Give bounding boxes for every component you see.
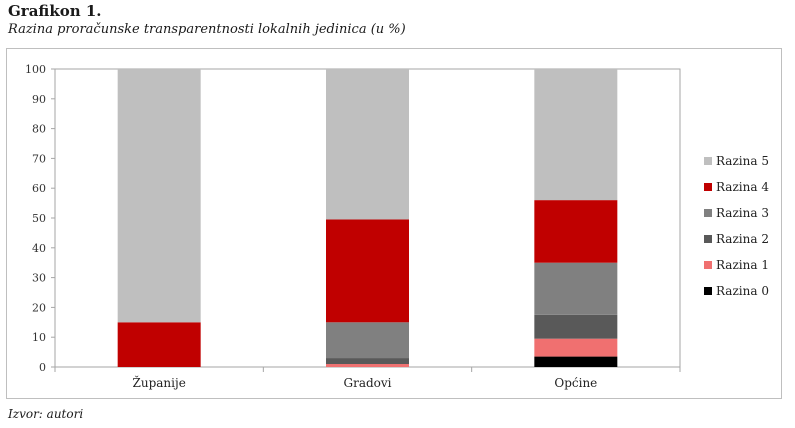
y-tick-label: 70 xyxy=(32,152,46,165)
bar-segment-razina-1 xyxy=(326,364,409,367)
chart-subtitle: Razina proračunske transparentnosti loka… xyxy=(8,22,406,37)
legend-swatch xyxy=(704,209,712,217)
bar-segment-razina-5 xyxy=(326,69,409,220)
legend-swatch xyxy=(704,235,712,243)
legend-swatch xyxy=(704,157,712,165)
y-tick-label: 10 xyxy=(32,331,46,344)
y-tick-label: 60 xyxy=(32,182,46,195)
legend-label: Razina 4 xyxy=(716,180,769,194)
bar-segment-razina-0 xyxy=(534,356,618,367)
chart-frame xyxy=(6,48,782,399)
bar-segment-razina-5 xyxy=(117,69,201,323)
legend-label: Razina 0 xyxy=(716,284,769,298)
legend-label: Razina 2 xyxy=(716,232,769,246)
bar-segment-razina-4 xyxy=(534,200,618,263)
y-tick-label: 100 xyxy=(25,63,46,76)
legend-label: Razina 5 xyxy=(716,154,769,168)
y-tick-label: 80 xyxy=(32,123,46,136)
bar-segment-razina-3 xyxy=(326,322,409,359)
category-labels: Županije Gradovi Općine xyxy=(133,375,598,390)
legend-label: Razina 1 xyxy=(716,258,769,272)
category-label: Županije xyxy=(133,375,186,390)
bar-segment-razina-4 xyxy=(117,322,201,367)
category-label: Gradovi xyxy=(344,376,392,390)
bar-segment-razina-5 xyxy=(534,69,618,201)
legend-label: Razina 3 xyxy=(716,206,769,220)
bar-segment-razina-3 xyxy=(534,262,618,315)
legend-swatch xyxy=(704,261,712,269)
y-tick-label: 40 xyxy=(32,242,46,255)
bar-segment-razina-2 xyxy=(326,358,409,365)
legend-swatch xyxy=(704,287,712,295)
category-label: Općine xyxy=(554,376,597,390)
source-note: Izvor: autori xyxy=(8,407,84,421)
y-tick-label: 30 xyxy=(32,272,46,285)
y-tick-label: 90 xyxy=(32,93,46,106)
bar-segment-razina-4 xyxy=(326,219,409,323)
bar-segment-razina-2 xyxy=(534,314,618,339)
y-tick-label: 0 xyxy=(39,361,46,374)
chart-legend: Razina 5 Razina 4 Razina 3 Razina 2 Razina 1… xyxy=(704,154,769,298)
chart-bars xyxy=(117,69,618,367)
bar-segment-razina-1 xyxy=(534,338,618,357)
chart-title: Grafikon 1. xyxy=(8,2,102,20)
legend-swatch xyxy=(704,183,712,191)
y-tick-label: 50 xyxy=(32,212,46,225)
y-tick-label: 20 xyxy=(32,301,46,314)
